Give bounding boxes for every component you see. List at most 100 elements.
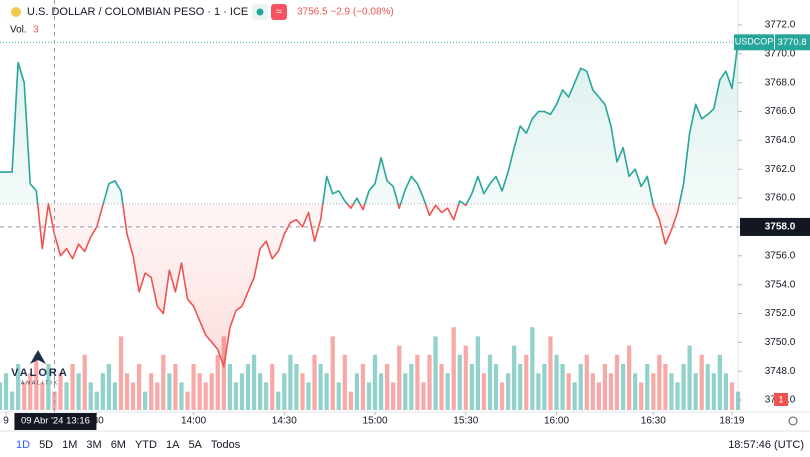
plot	[0, 0, 741, 412]
volume-bar	[439, 364, 444, 410]
volume-bar	[124, 373, 130, 410]
range-button[interactable]: 5A	[188, 439, 202, 451]
volume-bar	[518, 364, 523, 410]
volume-bar	[227, 364, 232, 410]
volume-bar	[723, 373, 729, 410]
volume-bar	[475, 336, 481, 410]
range-button[interactable]: YTD	[135, 439, 157, 451]
volume-bar	[385, 364, 390, 410]
volume-bar	[633, 373, 638, 410]
price-line	[0, 42, 739, 368]
range-button[interactable]: 5D	[39, 439, 53, 451]
x-tick-label: 15:30	[453, 416, 478, 427]
volume-bar	[82, 354, 87, 410]
volume-bar	[300, 373, 305, 410]
range-button[interactable]: 3M	[86, 439, 101, 451]
x-tick-label: 18:19	[719, 416, 744, 427]
volume-bar	[590, 373, 595, 410]
volume-bar	[203, 382, 208, 410]
volume-bar	[506, 373, 511, 410]
volume-bar	[391, 382, 396, 410]
crosshair-price: 3758.0	[765, 222, 796, 233]
volume-bar	[167, 373, 172, 410]
volume-bar	[118, 336, 124, 410]
settings-icon[interactable]	[788, 416, 798, 426]
volume-bar	[378, 373, 384, 410]
volume-bar	[342, 354, 347, 410]
volume-bar	[330, 336, 335, 410]
volume-bar	[729, 382, 735, 410]
volume-bar	[173, 364, 178, 410]
y-tick-label: 3764.0	[765, 135, 796, 146]
volume-bar	[215, 354, 220, 410]
volume-bar	[221, 336, 226, 410]
volume-bar	[185, 391, 190, 410]
volume-title: Vol.	[10, 25, 27, 36]
volume-bar	[693, 373, 698, 410]
volume-bar	[596, 382, 601, 410]
volume-bar	[149, 373, 154, 410]
volume-bar	[22, 382, 27, 410]
x-tick-label: :30	[90, 416, 104, 427]
y-tick-label: 3754.0	[765, 279, 796, 290]
last-volume: 1	[778, 394, 783, 404]
volume-bar	[143, 391, 148, 410]
range-button[interactable]: Todos	[211, 439, 241, 451]
volume-bar	[70, 364, 75, 410]
volume-bar	[620, 364, 626, 410]
volume-bar	[112, 382, 118, 410]
volume-bar	[524, 354, 529, 410]
volume-bar	[711, 373, 716, 410]
volume-bar	[397, 345, 402, 410]
range-button[interactable]: 1D	[16, 439, 30, 451]
crosshair-time: 09 Abr '24 13:16	[21, 416, 90, 427]
area-fill	[0, 42, 738, 367]
toolbar: 1D 5D 1M 3M 6M YTD 1A 5A Todos	[16, 439, 241, 451]
volume-bar	[9, 391, 15, 410]
volume-bar	[681, 364, 686, 410]
range-button[interactable]: 6M	[111, 439, 126, 451]
volume-bar	[294, 364, 299, 410]
volume-bar	[451, 327, 456, 410]
range-button[interactable]: 1M	[62, 439, 77, 451]
volume-bar	[282, 373, 287, 410]
volume-bar	[239, 373, 245, 410]
volume-bar	[463, 345, 468, 410]
volume-bar	[669, 373, 674, 410]
volume-bar	[40, 382, 45, 410]
volume-bar	[366, 382, 372, 410]
volume-bar	[421, 382, 426, 410]
volume-bar	[542, 364, 547, 410]
volume-bar	[499, 382, 505, 410]
volume-bar	[312, 354, 317, 410]
y-tick-label: 3748.0	[765, 366, 796, 377]
volume-bar	[433, 336, 438, 410]
volume-bar	[251, 354, 257, 410]
volume-bar	[372, 354, 378, 410]
logo-name: VALORA	[11, 367, 69, 379]
quote: 3756.5 −2.9 (−0.08%)	[297, 7, 394, 18]
volume-value: 3	[33, 25, 39, 36]
last-price-box	[775, 34, 810, 51]
volume-bar	[699, 354, 704, 410]
y-tick-label: 3770.0	[765, 48, 796, 59]
volume-bar	[469, 364, 474, 410]
y-tick-label: 3760.0	[765, 193, 796, 204]
compare-symbol: ≈	[276, 7, 282, 18]
crosshair-time-box	[14, 413, 97, 430]
volume-bar	[94, 391, 99, 410]
x-tick-label: 14:30	[272, 416, 297, 427]
volume-bar	[409, 364, 414, 410]
volume-bar	[324, 373, 329, 410]
volume-bar	[276, 391, 281, 410]
volume-bar	[572, 382, 577, 410]
x-tick-label: 9	[3, 416, 9, 427]
y-tick-label: 3766.0	[765, 106, 796, 117]
volume-bar	[354, 373, 360, 410]
compare-icon	[271, 4, 287, 20]
volume-bar	[0, 382, 3, 410]
range-button[interactable]: 1A	[166, 439, 180, 451]
volume-bar	[288, 354, 293, 410]
logo-tagline: ANALITIK	[21, 380, 59, 386]
volume-bar	[663, 364, 668, 410]
